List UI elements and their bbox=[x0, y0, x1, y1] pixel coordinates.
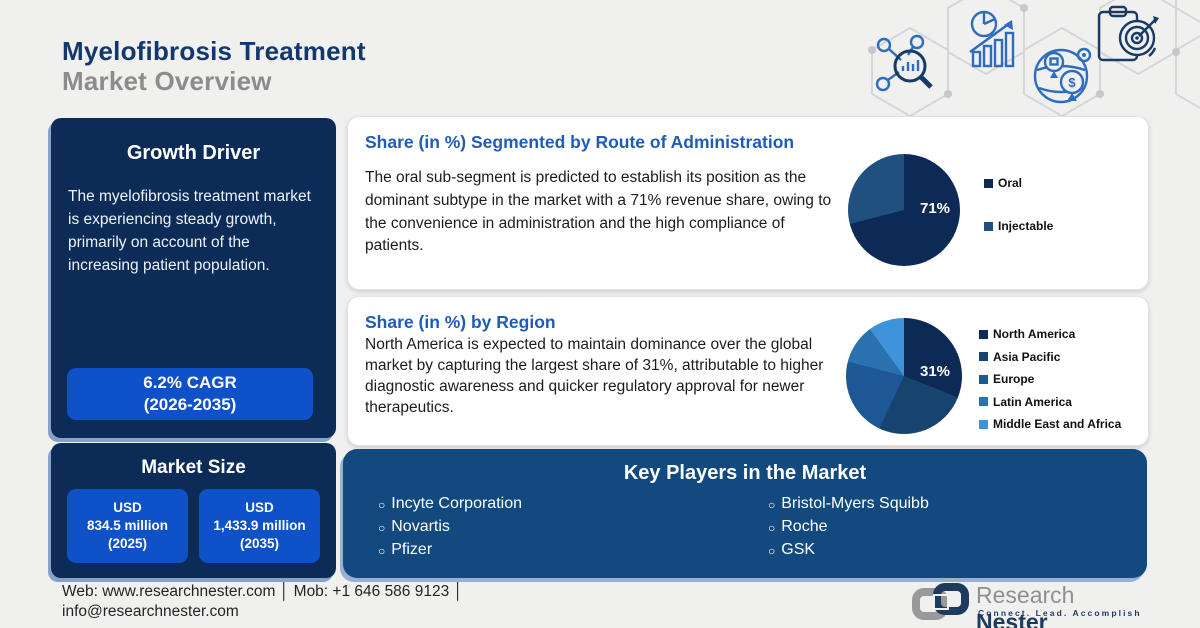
region-pie-annotation: 31% bbox=[920, 363, 951, 380]
legend-item: North America bbox=[979, 327, 1121, 341]
legend-swatch-icon bbox=[979, 419, 988, 429]
route-share-text: The oral sub-segment is predicted to est… bbox=[365, 169, 832, 255]
legend-label: North America bbox=[993, 327, 1076, 341]
market-size-2035-currency: USD bbox=[245, 499, 274, 515]
circle-bullet-icon: ○ bbox=[378, 521, 386, 535]
cagr-badge: 6.2% CAGR (2026-2035) bbox=[67, 368, 313, 420]
legend-item: Oral bbox=[984, 176, 1053, 190]
route-share-title: Share (in %) Segmented by Route of Admin… bbox=[365, 132, 795, 152]
key-player-item: ○ Bristol-Myers Squibb bbox=[768, 495, 929, 513]
legend-swatch-icon bbox=[979, 374, 988, 384]
region-pie-chart bbox=[846, 318, 962, 434]
legend-item: Latin America bbox=[979, 395, 1121, 409]
market-size-title: Market Size bbox=[141, 457, 246, 478]
legend-item: Middle East and Africa bbox=[979, 417, 1121, 431]
svg-text:$: $ bbox=[1068, 75, 1076, 90]
hexagon-icon-strip: $ bbox=[868, 0, 1200, 118]
legend-label: Europe bbox=[993, 372, 1035, 386]
legend-swatch-icon bbox=[979, 352, 988, 361]
key-player-item: ○ GSK bbox=[768, 541, 929, 559]
region-share-text: North America is expected to maintain do… bbox=[365, 336, 824, 416]
region-share-title: Share (in %) by Region bbox=[365, 312, 556, 332]
legend-label: Middle East and Africa bbox=[993, 417, 1122, 431]
circle-bullet-icon: ○ bbox=[768, 521, 776, 535]
logo-tagline: Connect. Lead. Accomplish bbox=[978, 608, 1142, 618]
market-size-2035-year: (2035) bbox=[239, 536, 280, 552]
legend-swatch-icon bbox=[979, 329, 988, 339]
cagr-period: (2026-2035) bbox=[143, 395, 237, 414]
key-player-name: Roche bbox=[781, 518, 828, 535]
route-pie-legend: Oral Injectable bbox=[984, 176, 1053, 233]
logo-word-nester: Nester bbox=[976, 609, 1048, 628]
page-title: Myelofibrosis Treatment bbox=[62, 36, 366, 66]
route-pie-annotation: 71% bbox=[920, 200, 951, 217]
market-size-2025-value: 834.5 million bbox=[86, 517, 169, 533]
key-player-item: ○ Incyte Corporation bbox=[378, 495, 768, 513]
circle-bullet-icon: ○ bbox=[768, 498, 776, 512]
network-analysis-icon bbox=[875, 34, 933, 92]
growth-driver-panel: Growth Driver The myelofibrosis treatmen… bbox=[51, 118, 336, 438]
research-nester-logo: Research Nester Connect. Lead. Accomplis… bbox=[910, 581, 1150, 628]
route-pie-chart bbox=[848, 154, 960, 266]
legend-item: Asia Pacific bbox=[979, 350, 1121, 364]
legend-item: Injectable bbox=[984, 219, 1053, 233]
legend-swatch-icon bbox=[984, 221, 993, 231]
legend-label: Asia Pacific bbox=[993, 349, 1061, 364]
cagr-value: 6.2% CAGR bbox=[143, 372, 237, 392]
logo-word-research: Research bbox=[976, 582, 1075, 608]
market-size-2025-year: (2025) bbox=[107, 536, 148, 552]
footer-contact-line1: Web: www.researchnester.com │ Mob: +1 64… bbox=[62, 583, 464, 600]
region-pie-legend: North America Asia Pacific Europe Latin Ame… bbox=[979, 327, 1121, 431]
market-size-panel: Market Size USD 834.5 million (2025) USD… bbox=[51, 443, 336, 578]
key-player-name: GSK bbox=[781, 541, 816, 558]
legend-swatch-icon bbox=[984, 178, 993, 188]
legend-swatch-icon bbox=[979, 397, 988, 406]
key-players-column-1: ○ Incyte Corporation ○ Novartis ○ Pfizer bbox=[378, 495, 768, 559]
circle-bullet-icon: ○ bbox=[768, 544, 776, 558]
global-market-icon: $ bbox=[1033, 47, 1092, 104]
key-player-item: ○ Roche bbox=[768, 518, 929, 536]
region-share-card: Share (in %) by Region North America is … bbox=[347, 296, 1149, 446]
key-players-title: Key Players in the Market bbox=[623, 462, 867, 484]
circle-bullet-icon: ○ bbox=[378, 498, 386, 512]
target-clipboard-icon bbox=[1097, 5, 1159, 62]
key-player-item: ○ Novartis bbox=[378, 518, 768, 536]
circle-bullet-icon: ○ bbox=[378, 544, 386, 558]
logo-wordmark: Research Nester bbox=[976, 582, 1150, 628]
key-player-name: Bristol-Myers Squibb bbox=[781, 495, 929, 512]
key-player-name: Pfizer bbox=[391, 541, 433, 558]
legend-label: Oral bbox=[998, 176, 1023, 190]
growth-chart-icon bbox=[969, 10, 1015, 68]
key-players-column-2: ○ Bristol-Myers Squibb ○ Roche ○ GSK bbox=[768, 495, 929, 559]
growth-driver-title: Growth Driver bbox=[126, 142, 261, 164]
footer-contact-line2: info@researchnester.com bbox=[62, 603, 239, 620]
route-share-card: Share (in %) Segmented by Route of Admin… bbox=[347, 116, 1149, 290]
market-size-2035-badge: USD 1,433.9 million (2035) bbox=[199, 489, 320, 563]
page-subtitle: Market Overview bbox=[62, 66, 272, 96]
key-players-panel: Key Players in the Market ○ Incyte Corpor… bbox=[343, 449, 1147, 578]
key-player-name: Incyte Corporation bbox=[391, 495, 522, 512]
market-size-2035-value: 1,433.9 million bbox=[213, 517, 306, 533]
chain-links-icon bbox=[912, 583, 969, 620]
legend-label: Latin America bbox=[993, 394, 1072, 409]
legend-label: Injectable bbox=[998, 219, 1054, 233]
key-player-item: ○ Pfizer bbox=[378, 541, 768, 559]
market-size-2025-currency: USD bbox=[113, 499, 142, 515]
key-player-name: Novartis bbox=[391, 518, 450, 535]
growth-driver-text: The myelofibrosis treatment market is ex… bbox=[68, 188, 311, 274]
market-size-2025-badge: USD 834.5 million (2025) bbox=[67, 489, 188, 563]
legend-item: Europe bbox=[979, 372, 1121, 386]
